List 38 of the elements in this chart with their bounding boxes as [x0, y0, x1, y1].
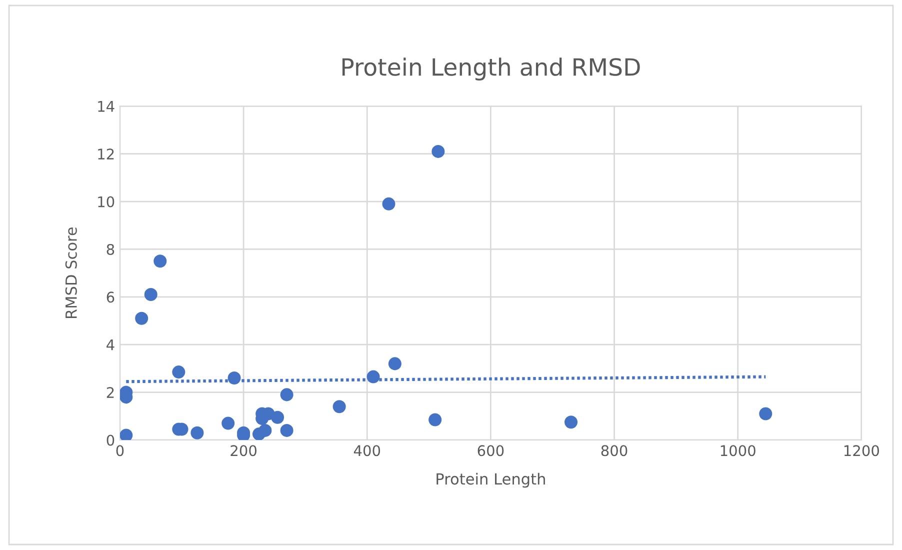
y-tick-label: 12	[98, 148, 114, 160]
point	[228, 371, 241, 385]
point	[382, 197, 396, 210]
x-axis-title: Protein Length	[436, 472, 545, 488]
y-tick-label: 0	[106, 434, 114, 446]
point	[366, 370, 380, 384]
x-tick-label: 800	[601, 445, 628, 456]
x-tick-label: 400	[354, 445, 380, 456]
x-tick-label: 0	[116, 445, 124, 456]
point	[280, 424, 294, 437]
point	[759, 407, 772, 420]
point	[135, 312, 148, 325]
point	[172, 366, 186, 379]
point	[564, 416, 578, 429]
point	[280, 388, 294, 402]
x-tick-label: 1000	[720, 445, 756, 456]
point	[154, 254, 167, 268]
point	[190, 426, 204, 440]
y-tick-label: 6	[106, 292, 114, 303]
x-tick-label: 200	[230, 445, 256, 456]
point	[120, 428, 133, 440]
point	[388, 357, 402, 370]
y-tick-label: 4	[106, 340, 114, 350]
y-tick-label: 8	[106, 244, 114, 255]
point	[144, 288, 158, 302]
point	[258, 424, 272, 437]
x-tick-label: 600	[478, 445, 504, 456]
y-tick-label: 14	[98, 101, 114, 112]
point	[271, 410, 284, 424]
y-tick-label: 10	[98, 196, 114, 208]
point	[432, 144, 445, 158]
point	[428, 413, 442, 426]
x-tick-label: 1200	[844, 445, 879, 456]
chart-title: Protein Length and RMSD	[342, 58, 640, 81]
point	[332, 400, 346, 414]
y-tick-label: 2	[106, 387, 114, 398]
point	[222, 416, 235, 430]
y-axis-title: RMSD Score	[65, 227, 77, 318]
